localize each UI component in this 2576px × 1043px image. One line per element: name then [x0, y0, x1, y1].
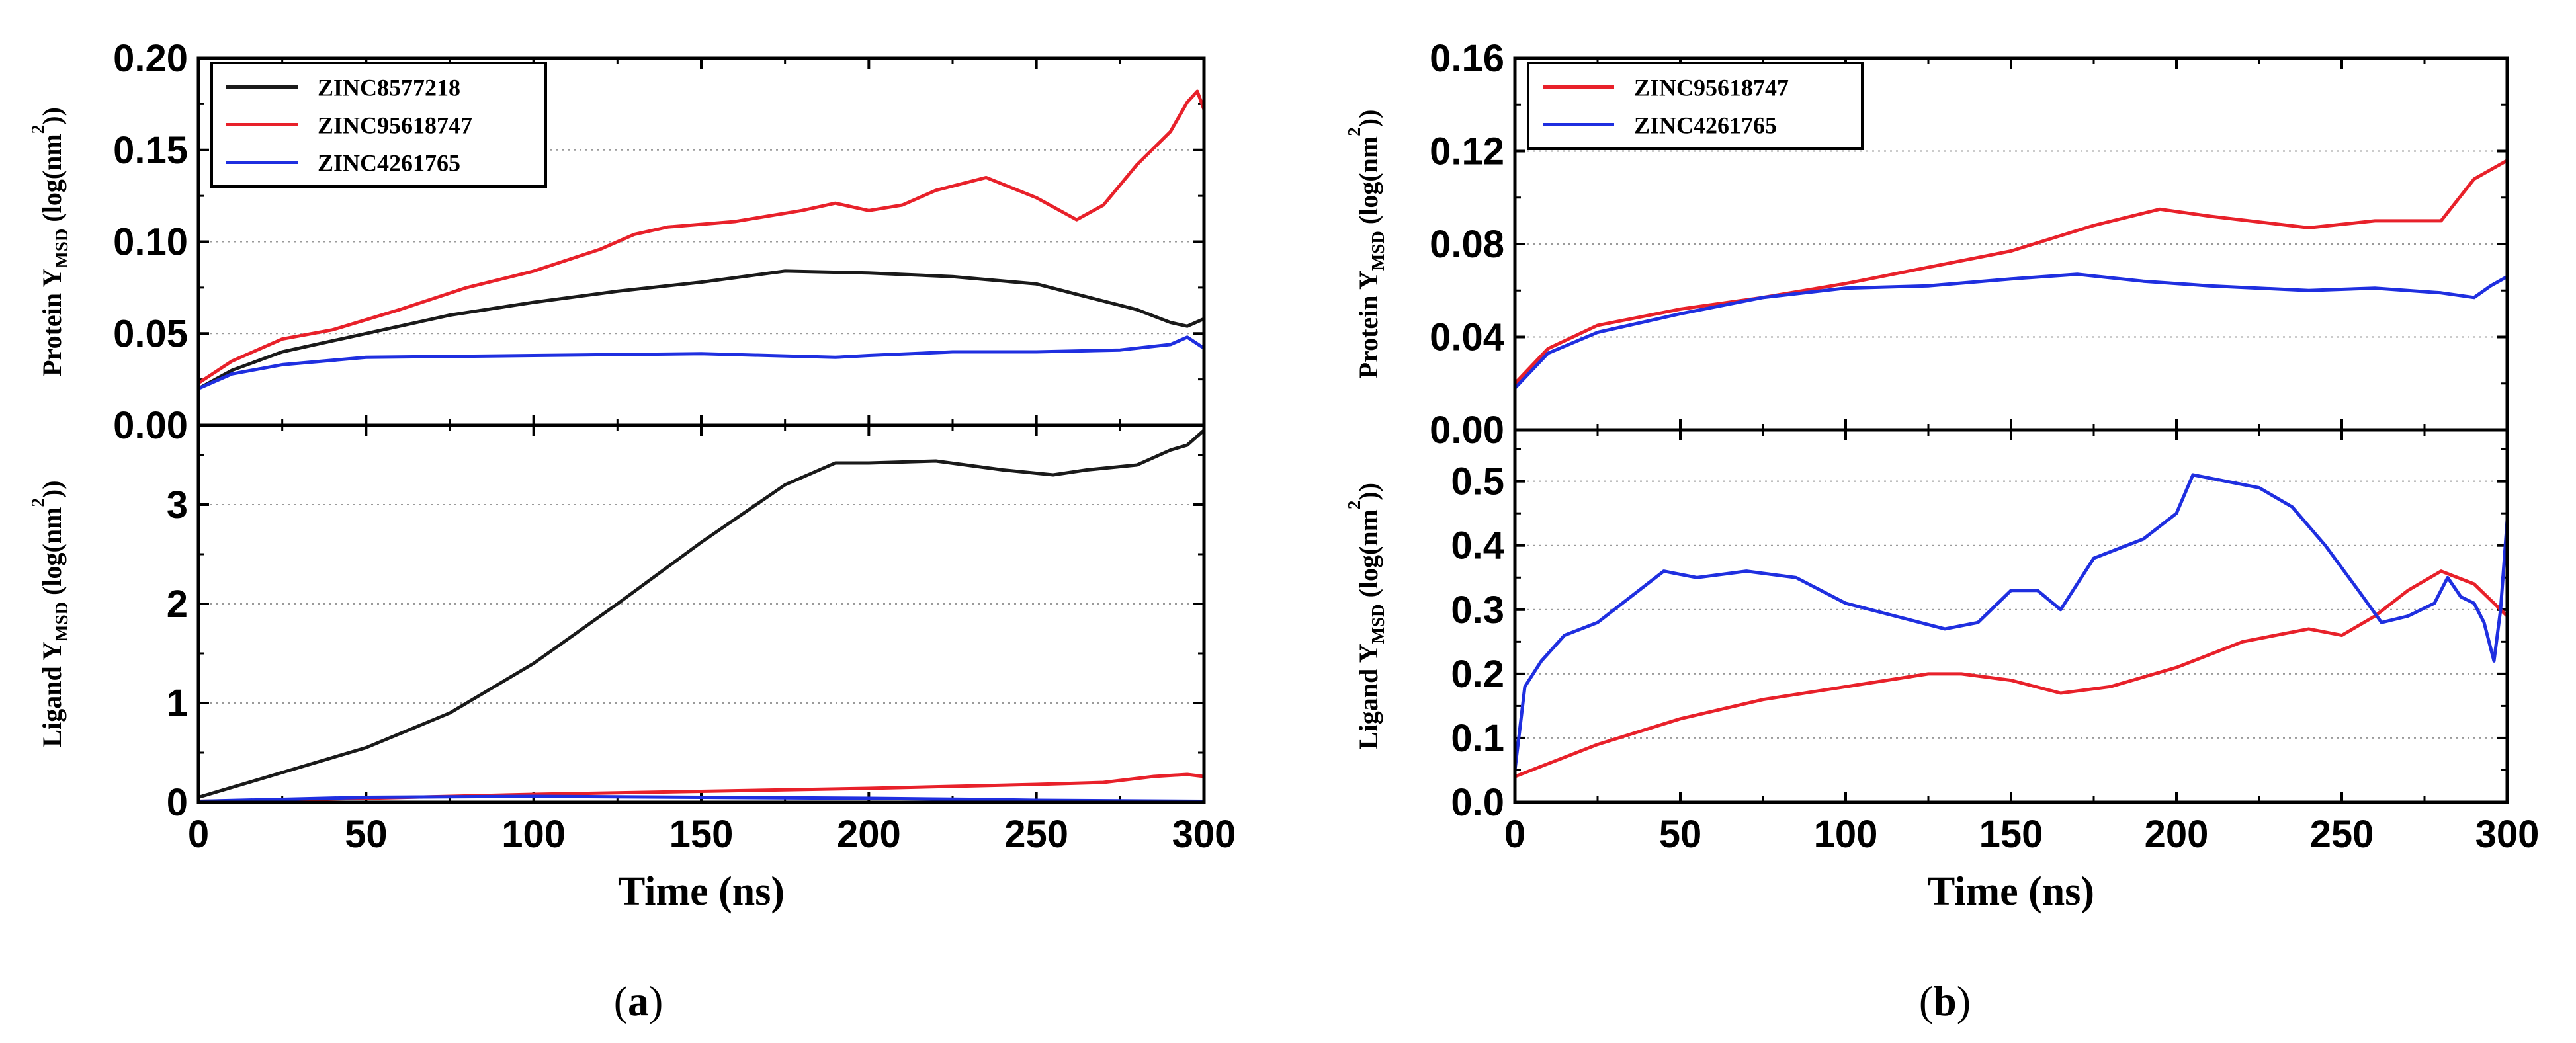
series-line-zinc95618747	[1515, 159, 2507, 385]
y-axis-label-post: ))	[1353, 110, 1383, 128]
y-tick-label: 0.4	[1451, 524, 1504, 567]
panel-label-close: )	[649, 978, 663, 1024]
y-axis-label-mid: (log(nm	[1353, 509, 1383, 604]
y-axis-label-pre: Protein Y	[37, 268, 67, 376]
y-axis-label: Protein YMSD (log(nm2))	[28, 107, 71, 376]
series-line-zinc4261765	[198, 335, 1204, 390]
y-tick-label: 0.16	[1430, 37, 1504, 80]
y-tick-label: 2	[167, 583, 188, 626]
legend-entry: ZINC4261765	[1634, 112, 1777, 139]
y-axis-label-sub: MSD	[1368, 231, 1388, 271]
y-axis-label: Ligand YMSD (log(nm2))	[28, 480, 71, 747]
y-tick-label: 0.1	[1451, 717, 1504, 760]
legend-entry: ZINC8577218	[318, 75, 460, 101]
y-axis-label-sup: 2	[28, 125, 48, 134]
x-tick-label: 200	[837, 813, 901, 856]
x-tick-label: 250	[1004, 813, 1068, 856]
y-axis-label-mid: (log(nm	[37, 134, 67, 228]
y-tick-label: 0.05	[113, 312, 188, 355]
ligand-subplot: 0.0 0.1 0.2 0.3 0.4 0.5 Ligand YMSD (log(nm2))	[1344, 428, 2509, 824]
y-axis-label-post: ))	[37, 107, 67, 125]
x-tick-label: 300	[1172, 813, 1236, 856]
y-tick-label: 0.5	[1451, 460, 1504, 503]
y-axis-label-post: ))	[1353, 483, 1383, 501]
y-axis-label-pre: Ligand Y	[37, 642, 67, 747]
x-tick-label: 150	[1979, 813, 2043, 856]
series-line-zinc95618747	[1515, 569, 2507, 778]
y-tick-label: 0.0	[1451, 781, 1504, 824]
panel-label-open: (	[1919, 978, 1933, 1024]
legend-box	[1527, 62, 1864, 150]
series-line-zinc4261765	[198, 794, 1204, 802]
y-tick-label: 0.20	[113, 37, 188, 80]
x-tick-label: 200	[2145, 813, 2209, 856]
y-tick-label: 0	[167, 781, 188, 824]
y-axis-label: Protein YMSD (log(nm2))	[1344, 110, 1388, 379]
y-axis-label-mid: (log(nm	[1353, 136, 1383, 231]
y-tick-label: 0.12	[1430, 130, 1504, 173]
panel-label: (b)	[1919, 978, 1971, 1024]
panel-label: (a)	[614, 978, 664, 1024]
y-tick-label: 0.04	[1430, 316, 1504, 359]
y-axis-label-pre: Protein Y	[1353, 271, 1383, 378]
series-line-zinc4261765	[1515, 272, 2507, 390]
y-tick-label: 0.10	[113, 221, 188, 264]
y-axis-label-sub: MSD	[1368, 604, 1388, 644]
plot-frame	[1513, 428, 2509, 804]
legend-entry: ZINC95618747	[1634, 75, 1789, 101]
panel-label-open: (	[614, 978, 628, 1024]
y-tick-label: 0.15	[113, 129, 188, 172]
y-tick-label: 0.08	[1430, 223, 1504, 266]
series-line-zinc95618747	[198, 89, 1204, 385]
x-tick-label: 50	[1659, 813, 1702, 856]
y-tick-label: 1	[167, 682, 188, 725]
y-tick-label: 0.3	[1451, 589, 1504, 632]
series-line-zinc8577218	[198, 269, 1204, 390]
y-axis-label-pre: Ligand Y	[1353, 644, 1383, 749]
plot-frame	[196, 423, 1206, 804]
y-tick-label: 0.00	[1430, 409, 1504, 452]
y-axis-label-sup: 2	[28, 498, 48, 507]
x-tick-label: 0	[1504, 813, 1525, 856]
x-tick-label: 100	[501, 813, 566, 856]
x-tick-label: 0	[188, 813, 209, 856]
panel-label-close: )	[1957, 978, 1971, 1024]
panel-label-letter: b	[1933, 978, 1957, 1024]
x-tick-label: 300	[2475, 813, 2540, 856]
x-axis-title: Time (ns)	[618, 869, 785, 914]
x-tick-label: 150	[669, 813, 734, 856]
protein-subplot: 0.00 0.05 0.10 0.15 0.20 Protein YMSD (log(nm…	[28, 37, 1206, 447]
protein-subplot: 0.00 0.04 0.08 0.12 0.16 Protein YMSD (log(nm…	[1344, 37, 2509, 452]
y-axis-label: Ligand YMSD (log(nm2))	[1344, 483, 1388, 749]
y-axis-label-sup: 2	[1344, 127, 1364, 136]
y-tick-label: 0.00	[113, 404, 188, 447]
y-axis-label-sub: MSD	[52, 229, 71, 269]
x-tick-label: 100	[1814, 813, 1878, 856]
legend-entry: ZINC95618747	[318, 112, 472, 139]
y-axis-label-mid: (log(nm	[37, 507, 67, 602]
x-tick-label: 50	[345, 813, 388, 856]
series-line-zinc4261765	[1515, 473, 2507, 771]
y-axis-label-sup: 2	[1344, 501, 1364, 510]
y-axis-label-post: ))	[37, 480, 67, 498]
x-axis-title: Time (ns)	[1928, 869, 2094, 914]
y-tick-label: 0.2	[1451, 653, 1504, 696]
y-axis-label-sub: MSD	[52, 602, 71, 642]
panel-label-letter: a	[628, 978, 649, 1024]
legend-entry: ZINC4261765	[318, 150, 460, 177]
x-tick-label: 250	[2310, 813, 2374, 856]
series-line-zinc8577218	[198, 429, 1204, 799]
y-tick-label: 3	[167, 483, 188, 526]
